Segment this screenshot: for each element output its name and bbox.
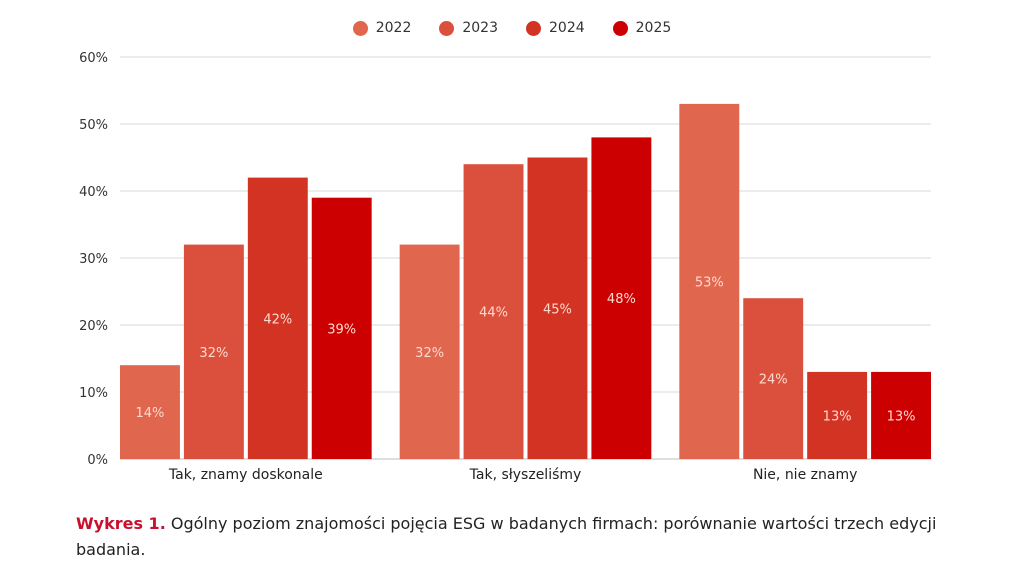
legend-item-2023: 2023: [439, 20, 498, 36]
bar-value-label: 14%: [136, 406, 165, 421]
y-tick-label: 0%: [87, 453, 108, 468]
legend-label: 2022: [375, 20, 412, 36]
bar-value-label: 48%: [607, 292, 636, 307]
bar-value-label: 39%: [327, 322, 356, 337]
y-axis: 0% 10% 20% 30% 40% 50% 60%: [79, 51, 108, 468]
bar-2024-2: [527, 157, 588, 459]
caption-label: Wykres 1.: [76, 514, 166, 533]
legend-label: 2025: [635, 20, 672, 36]
chart-legend: 2022 2023 2024 2025: [0, 20, 1024, 36]
bar-2024-1: [247, 177, 308, 459]
bar-chart: 0% 10% 20% 30% 40% 50% 60% 14% 32% 42% 39% 32% 44% 4…: [79, 51, 931, 483]
legend-label: 2023: [462, 20, 498, 36]
bar-2025-2: [591, 137, 652, 459]
x-category-label: Tak, słyszeliśmy: [469, 467, 582, 483]
legend-dot-icon: [439, 20, 455, 36]
bar-2022-1: [120, 365, 180, 459]
y-tick-label: 40%: [79, 185, 108, 200]
bar-value-label: 42%: [263, 312, 292, 327]
bar-value-label: 44%: [479, 306, 508, 321]
bar-2023-2: [463, 164, 524, 459]
y-tick-label: 20%: [79, 319, 108, 334]
bar-2023-1: [183, 244, 244, 459]
figure-caption: Wykres 1. Ogólny poziom znajomości pojęc…: [76, 511, 946, 563]
bar-2025-3: [871, 371, 931, 459]
x-axis: Tak, znamy doskonale Tak, słyszeliśmy Nie,…: [168, 467, 857, 483]
legend-label: 2024: [549, 20, 585, 36]
bar-2022-2: [399, 244, 460, 459]
bar-value-label: 32%: [199, 346, 228, 361]
bar-2025-1: [311, 197, 372, 459]
bar-value-label: 13%: [887, 409, 916, 424]
caption-text: Ogólny poziom znajomości pojęcia ESG w b…: [76, 514, 937, 559]
bar-value-label: 32%: [415, 346, 444, 361]
legend-item-2025: 2025: [612, 20, 672, 36]
y-tick-label: 60%: [79, 51, 108, 66]
y-tick-label: 30%: [79, 252, 108, 267]
legend-item-2024: 2024: [526, 20, 585, 36]
bars: 14% 32% 42% 39% 32% 44% 45% 48% 53% 24% 13% 13%: [120, 103, 931, 460]
legend-dot-icon: [352, 20, 368, 36]
legend-dot-icon: [612, 20, 628, 36]
bar-2023-3: [743, 298, 804, 459]
bar-value-label: 13%: [823, 409, 852, 424]
legend-dot-icon: [526, 20, 541, 36]
bar-value-label: 45%: [543, 302, 572, 317]
bar-value-label: 53%: [695, 275, 724, 290]
y-tick-label: 10%: [79, 386, 108, 401]
bar-value-label: 24%: [759, 373, 788, 388]
bar-2022-3: [679, 103, 740, 460]
legend-item-2022: 2022: [352, 20, 412, 36]
y-tick-label: 50%: [79, 118, 108, 133]
x-category-label: Tak, znamy doskonale: [168, 467, 323, 483]
x-category-label: Nie, nie znamy: [753, 467, 857, 483]
bar-2024-3: [807, 371, 868, 459]
